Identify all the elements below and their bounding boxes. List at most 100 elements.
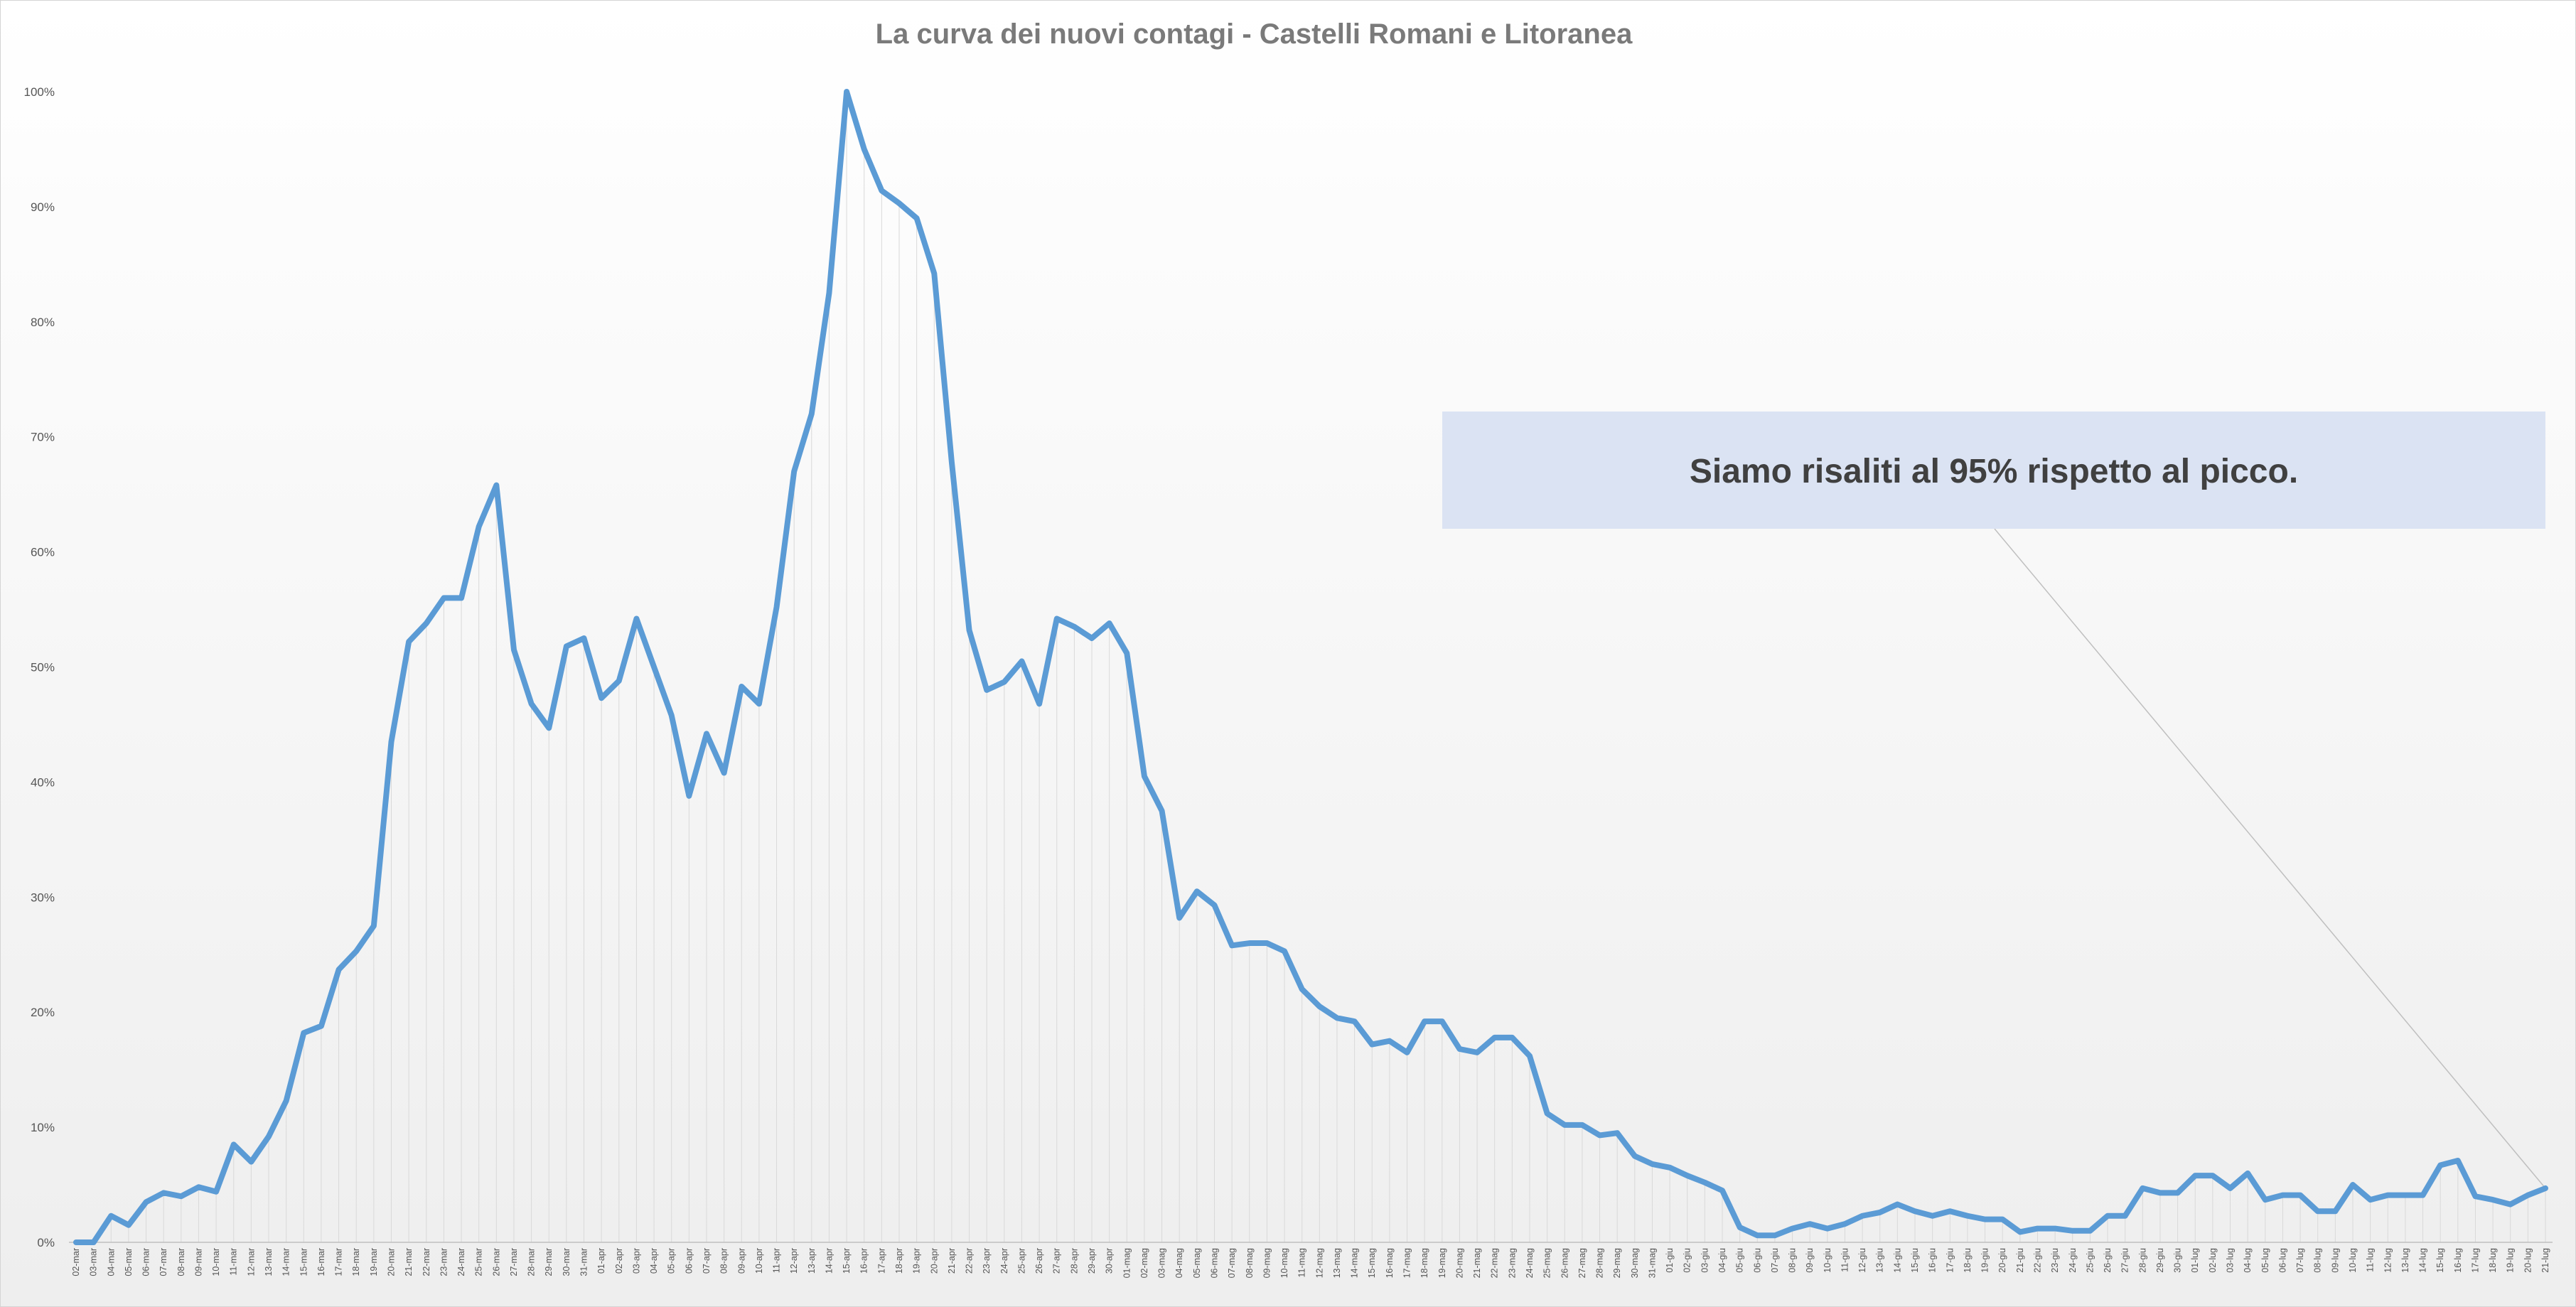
x-tick-label: 03-lug bbox=[2226, 1248, 2236, 1273]
x-tick-label: 21-mar bbox=[404, 1248, 414, 1276]
x-tick-label: 21-giu bbox=[2015, 1248, 2025, 1273]
x-tick-label: 07-mag bbox=[1227, 1248, 1237, 1278]
x-tick-label: 26-apr bbox=[1034, 1248, 1044, 1274]
x-tick-label: 18-giu bbox=[1963, 1248, 1973, 1273]
x-tick-label: 25-giu bbox=[2085, 1248, 2095, 1273]
x-tick-label: 27-giu bbox=[2120, 1248, 2130, 1273]
x-tick-label: 18-mar bbox=[351, 1248, 361, 1276]
x-tick-label: 17-mag bbox=[1402, 1248, 1412, 1278]
x-tick-label: 29-mag bbox=[1612, 1248, 1622, 1278]
x-tick-label: 21-apr bbox=[947, 1248, 957, 1274]
x-tick-label: 21-lug bbox=[2540, 1248, 2550, 1273]
x-tick-label: 18-apr bbox=[894, 1248, 904, 1274]
x-tick-label: 18-mag bbox=[1420, 1248, 1429, 1278]
x-tick-label: 03-mag bbox=[1157, 1248, 1167, 1278]
x-tick-label: 13-giu bbox=[1875, 1248, 1885, 1273]
x-tick-label: 08-giu bbox=[1788, 1248, 1798, 1273]
y-tick-label: 50% bbox=[31, 661, 55, 674]
x-tick-label: 31-mag bbox=[1647, 1248, 1657, 1278]
x-tick-label: 01-mag bbox=[1122, 1248, 1132, 1278]
x-tick-label: 04-mag bbox=[1174, 1248, 1184, 1278]
y-tick-label: 90% bbox=[31, 200, 55, 214]
x-tick-label: 02-giu bbox=[1683, 1248, 1692, 1273]
x-tick-label: 02-lug bbox=[2208, 1248, 2218, 1273]
annotation-callout: Siamo risaliti al 95% rispetto al picco. bbox=[1442, 412, 2545, 529]
y-axis-ticks: 0% 10% 20% 30% 40% 50% 60% 70% 80% 90% 100% bbox=[24, 85, 55, 1249]
x-tick-label: 20-mar bbox=[386, 1248, 396, 1276]
x-tick-label: 02-apr bbox=[614, 1248, 624, 1274]
x-tick-label: 15-mag bbox=[1367, 1248, 1377, 1278]
x-tick-label: 17-mar bbox=[334, 1248, 344, 1276]
x-tick-label: 28-mag bbox=[1595, 1248, 1605, 1278]
x-tick-label: 28-apr bbox=[1069, 1248, 1079, 1274]
x-tick-label: 09-mar bbox=[193, 1248, 203, 1276]
x-tick-label: 16-mar bbox=[316, 1248, 326, 1276]
chart-title: La curva dei nuovi contagi - Castelli Ro… bbox=[876, 18, 1633, 50]
x-tick-label: 27-apr bbox=[1052, 1248, 1062, 1274]
x-tick-label: 20-lug bbox=[2523, 1248, 2533, 1273]
x-tick-label: 26-mar bbox=[491, 1248, 501, 1276]
x-tick-label: 07-mar bbox=[159, 1248, 168, 1276]
x-tick-label: 29-giu bbox=[2155, 1248, 2165, 1273]
x-tick-label: 26-mag bbox=[1560, 1248, 1569, 1278]
x-tick-label: 24-mag bbox=[1525, 1248, 1535, 1278]
x-tick-label: 05-mar bbox=[124, 1248, 134, 1276]
x-tick-label: 19-mag bbox=[1437, 1248, 1447, 1278]
annotation-text: Siamo risaliti al 95% rispetto al picco. bbox=[1690, 453, 2298, 490]
x-tick-label: 24-mar bbox=[456, 1248, 466, 1276]
x-tick-label: 29-mar bbox=[544, 1248, 554, 1276]
x-tick-label: 20-giu bbox=[1997, 1248, 2007, 1273]
x-tick-label: 22-apr bbox=[965, 1248, 975, 1274]
x-tick-label: 17-giu bbox=[1945, 1248, 1955, 1273]
y-tick-label: 70% bbox=[31, 431, 55, 444]
x-tick-label: 19-giu bbox=[1980, 1248, 1990, 1273]
x-tick-label: 20-mag bbox=[1454, 1248, 1464, 1278]
x-axis-ticks: 02-mar 03-mar 04-mar 05-mar 06-mar 07-mar 08-m… bbox=[71, 1248, 2550, 1278]
x-tick-label: 06-apr bbox=[684, 1248, 694, 1274]
x-tick-label: 05-lug bbox=[2260, 1248, 2270, 1273]
annotation-box bbox=[1442, 412, 2545, 529]
x-tick-label: 22-giu bbox=[2032, 1248, 2042, 1273]
x-tick-label: 23-apr bbox=[982, 1248, 992, 1274]
y-tick-label: 10% bbox=[31, 1121, 55, 1134]
x-tick-label: 04-apr bbox=[649, 1248, 659, 1274]
x-tick-label: 04-lug bbox=[2243, 1248, 2253, 1273]
x-tick-label: 11-mag bbox=[1297, 1248, 1307, 1278]
x-tick-label: 06-mar bbox=[141, 1248, 151, 1276]
y-tick-label: 100% bbox=[24, 85, 55, 99]
x-tick-label: 01-apr bbox=[596, 1248, 606, 1274]
x-tick-label: 13-mag bbox=[1332, 1248, 1342, 1278]
x-tick-label: 14-apr bbox=[824, 1248, 834, 1274]
x-tick-label: 08-mag bbox=[1245, 1248, 1255, 1278]
x-tick-label: 12-lug bbox=[2383, 1248, 2393, 1273]
x-tick-label: 24-apr bbox=[999, 1248, 1009, 1274]
x-tick-label: 12-giu bbox=[1857, 1248, 1867, 1273]
x-tick-label: 09-giu bbox=[1805, 1248, 1815, 1273]
x-tick-label: 08-apr bbox=[719, 1248, 729, 1274]
x-tick-label: 24-giu bbox=[2068, 1248, 2078, 1273]
data-points bbox=[75, 91, 2546, 1243]
x-tick-label: 15-mar bbox=[299, 1248, 308, 1276]
x-tick-label: 07-apr bbox=[702, 1248, 712, 1274]
x-tick-label: 13-mar bbox=[264, 1248, 274, 1276]
x-tick-label: 11-lug bbox=[2366, 1248, 2376, 1272]
y-tick-label: 80% bbox=[31, 316, 55, 329]
x-tick-label: 07-giu bbox=[1770, 1248, 1780, 1273]
x-tick-label: 19-lug bbox=[2506, 1248, 2516, 1273]
x-tick-label: 20-apr bbox=[929, 1248, 939, 1274]
x-tick-label: 10-lug bbox=[2348, 1248, 2358, 1273]
x-tick-label: 28-mar bbox=[527, 1248, 537, 1276]
x-tick-label: 18-lug bbox=[2488, 1248, 2498, 1273]
x-tick-label: 08-mar bbox=[176, 1248, 186, 1276]
x-tick-label: 03-mar bbox=[89, 1248, 99, 1276]
x-tick-label: 06-mag bbox=[1209, 1248, 1219, 1278]
x-tick-label: 05-apr bbox=[667, 1248, 677, 1274]
x-tick-label: 07-lug bbox=[2295, 1248, 2305, 1273]
x-tick-label: 15-lug bbox=[2435, 1248, 2445, 1273]
x-tick-label: 05-mag bbox=[1192, 1248, 1202, 1278]
x-tick-label: 12-apr bbox=[789, 1248, 799, 1274]
x-tick-label: 25-mar bbox=[474, 1248, 484, 1276]
x-tick-label: 23-mar bbox=[439, 1248, 449, 1276]
